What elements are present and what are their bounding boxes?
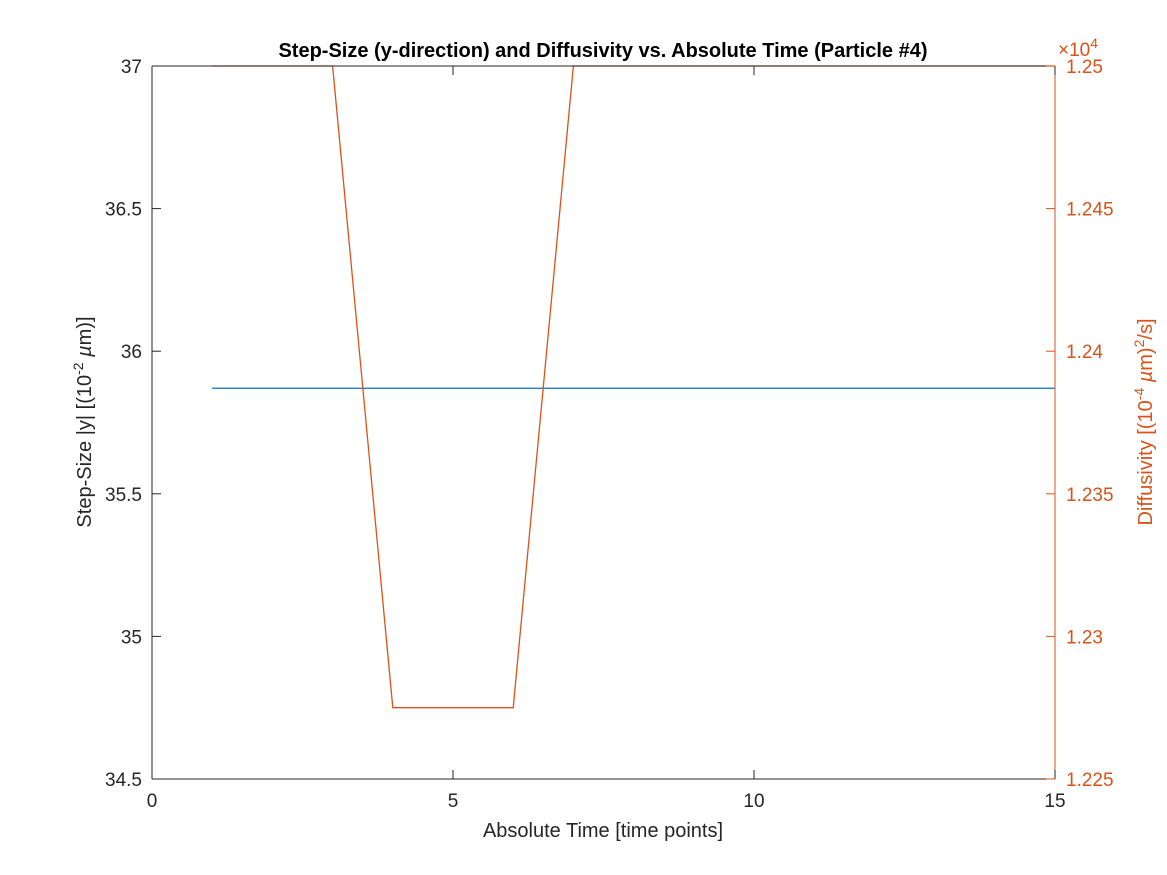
- axes: [151, 65, 1056, 780]
- tick-labels: 0 5 10 15 34.5 35 35.5 36 36.5 37 1.225 1.23 1.235 1.…: [105, 57, 1114, 812]
- x-axis-title: Absolute Time [time points]: [483, 820, 723, 842]
- y-left-tick-label: 36: [121, 342, 142, 363]
- x-tick-label: 5: [448, 791, 459, 812]
- y-left-axis-title: Step-Size |y| [(10-2 µm)]: [70, 316, 96, 527]
- y-right-tick-label: 1.25: [1066, 57, 1103, 78]
- x-tick-label: 10: [743, 791, 764, 812]
- y-left-tick-label: 35.5: [105, 485, 142, 506]
- x-tick-label: 15: [1044, 791, 1065, 812]
- y-right-tick-label: 1.24: [1066, 342, 1103, 363]
- chart-title: Step-Size (y-direction) and Diffusivity …: [278, 40, 927, 62]
- y-left-tick-label: 37: [121, 57, 142, 78]
- x-tick-label: 0: [147, 791, 158, 812]
- y-right-tick-label: 1.225: [1066, 770, 1114, 791]
- plot-marks: [212, 65, 1055, 709]
- titles: Step-Size (y-direction) and Diffusivity …: [70, 35, 1157, 842]
- y-right-tick-label: 1.23: [1066, 627, 1103, 648]
- y-left-tick-label: 34.5: [105, 770, 142, 791]
- right-axis-exponent-label: ×104: [1058, 35, 1098, 61]
- y-left-tick-label: 36.5: [105, 200, 142, 221]
- series-line-diffusivity: [212, 65, 1055, 709]
- y-left-tick-label: 35: [121, 627, 142, 648]
- y-right-tick-label: 1.235: [1066, 485, 1114, 506]
- y-right-axis-title: Diffusivity [(10-4 µm)2/s]: [1131, 318, 1157, 525]
- y-right-tick-label: 1.245: [1066, 200, 1114, 221]
